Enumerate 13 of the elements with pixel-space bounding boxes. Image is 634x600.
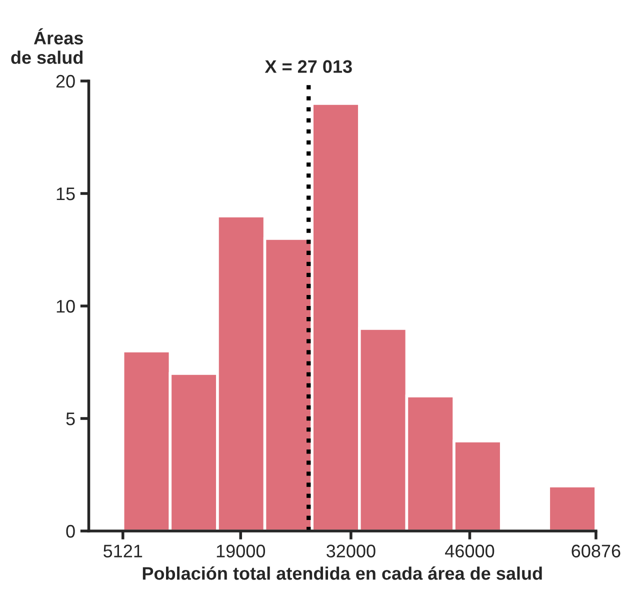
y-tick-label: 5 bbox=[66, 412, 75, 426]
x-tick-label: 32000 bbox=[326, 544, 376, 558]
x-tick-label: 46000 bbox=[445, 544, 494, 558]
x-axis-title: Población total atendida en cada área de salud bbox=[142, 566, 542, 580]
ref-line-label: X = 27 013 bbox=[264, 60, 352, 73]
x-tick-label: 5121 bbox=[104, 544, 142, 558]
y-axis-title: Áreas de salud bbox=[11, 28, 83, 64]
y-tick-label: 15 bbox=[56, 188, 75, 200]
y-tick-label: 0 bbox=[66, 524, 75, 538]
x-tick-label: 60876 bbox=[572, 544, 620, 558]
x-tick-label: 19000 bbox=[216, 544, 266, 558]
y-tick-label: 10 bbox=[56, 300, 75, 313]
y-tick-label: 20 bbox=[56, 74, 75, 88]
